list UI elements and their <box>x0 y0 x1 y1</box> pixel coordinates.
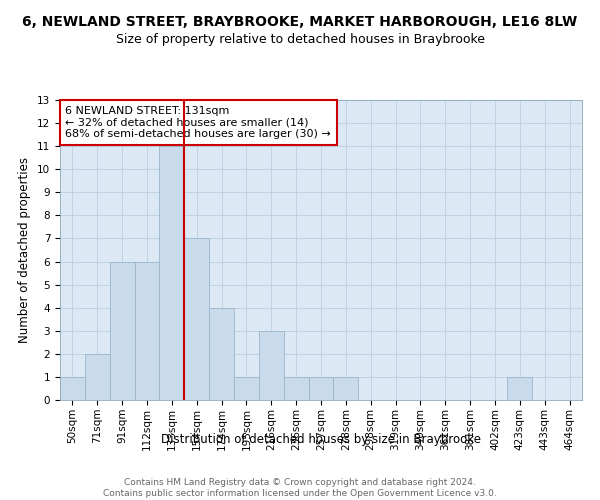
Bar <box>259 331 284 400</box>
Bar <box>160 146 184 400</box>
Bar <box>110 262 134 400</box>
Bar <box>60 377 85 400</box>
Bar <box>85 354 110 400</box>
Text: Size of property relative to detached houses in Braybrooke: Size of property relative to detached ho… <box>115 32 485 46</box>
Bar <box>209 308 234 400</box>
Text: 6 NEWLAND STREET: 131sqm
← 32% of detached houses are smaller (14)
68% of semi-d: 6 NEWLAND STREET: 131sqm ← 32% of detach… <box>65 106 331 139</box>
Bar <box>284 377 308 400</box>
Bar <box>508 377 532 400</box>
Text: 6, NEWLAND STREET, BRAYBROOKE, MARKET HARBOROUGH, LE16 8LW: 6, NEWLAND STREET, BRAYBROOKE, MARKET HA… <box>22 15 578 29</box>
Bar <box>234 377 259 400</box>
Text: Distribution of detached houses by size in Braybrooke: Distribution of detached houses by size … <box>161 432 481 446</box>
Bar <box>334 377 358 400</box>
Y-axis label: Number of detached properties: Number of detached properties <box>19 157 31 343</box>
Bar <box>184 238 209 400</box>
Text: Contains HM Land Registry data © Crown copyright and database right 2024.
Contai: Contains HM Land Registry data © Crown c… <box>103 478 497 498</box>
Bar <box>308 377 334 400</box>
Bar <box>134 262 160 400</box>
